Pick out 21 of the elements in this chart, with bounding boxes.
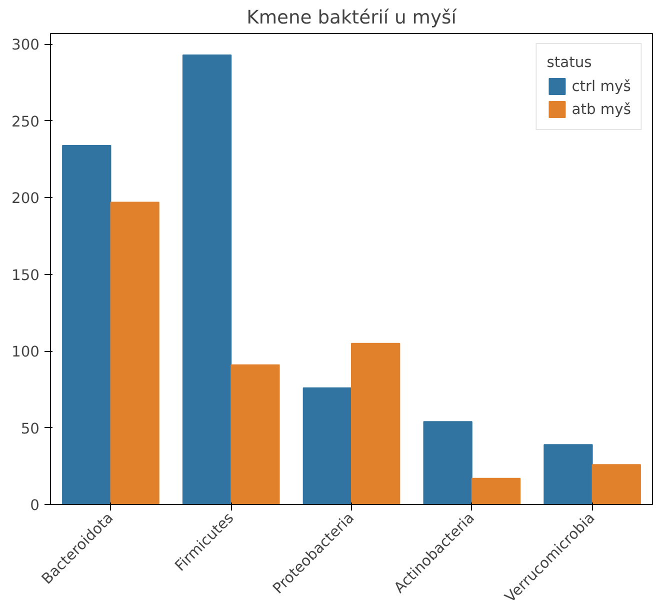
y-tick-label: 100: [12, 344, 40, 361]
bar: [544, 444, 593, 504]
y-tick-label: 50: [20, 420, 40, 438]
y-tick-label: 200: [12, 190, 40, 208]
y-tick-label: 300: [12, 36, 40, 54]
bar: [471, 478, 521, 504]
y-tick-label: 0: [30, 497, 40, 514]
y-tick-label: 150: [12, 266, 40, 284]
chart-title: Kmene baktérií u myší: [246, 8, 458, 28]
bar: [592, 464, 641, 504]
bar: [110, 202, 160, 504]
legend-label: ctrl myš: [572, 78, 631, 94]
legend-title: status: [546, 54, 593, 71]
bar: [302, 387, 352, 504]
bar: [182, 54, 232, 504]
y-tick-label: 250: [12, 113, 40, 130]
bar: [230, 364, 280, 504]
legend-label: atb myš: [572, 100, 631, 118]
bar: [351, 342, 400, 504]
bar: [423, 421, 472, 504]
bar: [62, 144, 112, 504]
